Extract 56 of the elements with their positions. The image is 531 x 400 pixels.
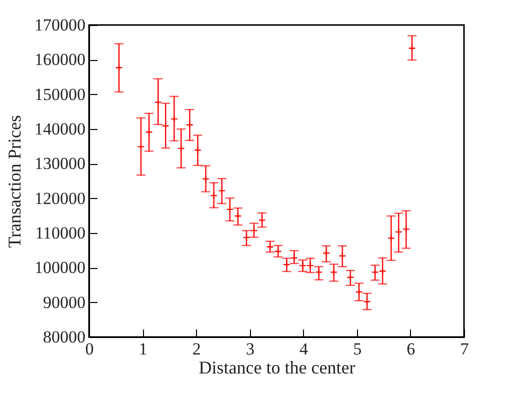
x-tick-label: 6 [406, 340, 416, 358]
point [363, 298, 371, 306]
point [330, 268, 338, 276]
point [250, 226, 258, 234]
point [177, 144, 185, 152]
point [154, 98, 162, 106]
point [242, 234, 250, 242]
point [137, 142, 145, 150]
y-tick-label: 80000 [43, 328, 86, 346]
x-tick-label: 0 [85, 340, 94, 358]
point [186, 121, 194, 129]
x-tick-label: 1 [138, 340, 148, 358]
point [266, 243, 274, 251]
point [226, 206, 234, 214]
point [322, 249, 330, 257]
point [355, 288, 363, 296]
point [145, 128, 153, 136]
x-tick-label: 3 [246, 340, 254, 358]
point [338, 252, 346, 260]
point [371, 268, 379, 276]
y-tick-label: 130000 [34, 154, 86, 174]
point [234, 212, 242, 220]
point [387, 234, 395, 242]
point [402, 225, 410, 233]
point [210, 192, 218, 200]
y-tick-label: 90000 [43, 292, 86, 312]
point [162, 122, 170, 130]
point [115, 64, 123, 72]
point [394, 228, 402, 236]
y-tick-label: 110000 [35, 224, 86, 242]
y-tick-label: 120000 [34, 188, 86, 208]
point [315, 268, 323, 276]
point [170, 115, 178, 123]
point [274, 248, 282, 256]
x-axis-title: Distance to the center [198, 358, 356, 378]
y-tick-label: 170000 [34, 16, 86, 34]
point [408, 44, 416, 52]
point [306, 262, 314, 270]
x-tick-label: 2 [192, 340, 201, 358]
y-axis-title: Transaction Prices [4, 115, 24, 248]
point [290, 254, 298, 262]
y-tick-label: 100000 [34, 258, 86, 278]
point [202, 175, 210, 183]
point [346, 274, 354, 282]
point [194, 146, 202, 154]
point [258, 216, 266, 224]
x-tick-label: 4 [300, 340, 309, 358]
y-tick-label: 150000 [34, 84, 86, 104]
x-tick-label: 7 [460, 340, 470, 358]
point [282, 260, 290, 268]
point [218, 186, 226, 194]
x-tick-label: 5 [353, 340, 362, 358]
y-tick-label: 160000 [34, 50, 86, 70]
point [378, 267, 386, 275]
point [298, 262, 307, 270]
y-tick-label: 140000 [34, 120, 86, 138]
